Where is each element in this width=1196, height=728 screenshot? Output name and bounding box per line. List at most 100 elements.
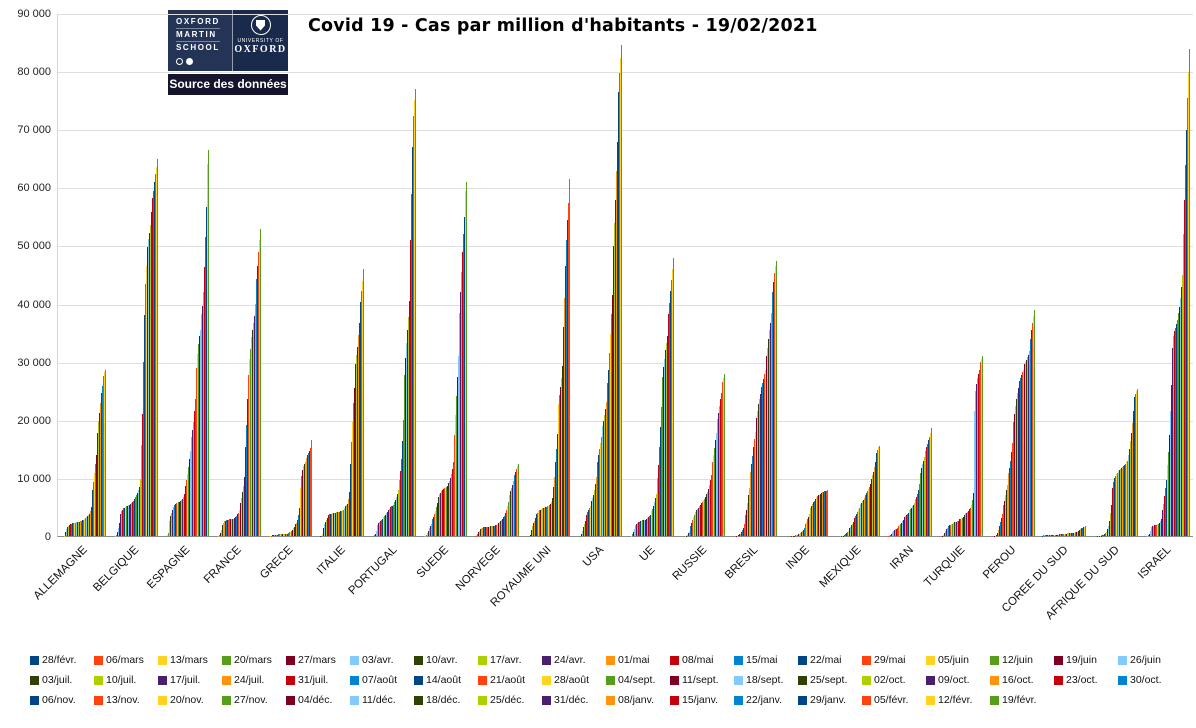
gridline [58,188,1193,190]
legend-item: 12/févr. [926,690,990,710]
bar [872,475,874,536]
bar [598,455,600,536]
bar [797,534,799,536]
legend-item: 18/déc. [414,690,478,710]
bar [1131,422,1133,536]
y-tick-label: 60 000 [17,182,51,195]
bar [854,517,856,536]
x-axis-label-text: GRECE [258,544,296,582]
bar [812,504,813,536]
bar [283,534,285,536]
bar [896,527,898,536]
bar [758,404,759,536]
bar [309,448,311,536]
bar [687,533,689,536]
y-tick-label: 10 000 [17,472,51,485]
bar [955,521,956,536]
bar-group-ue [626,14,678,536]
bar [66,529,68,536]
bar [191,436,193,536]
bar [1000,518,1002,536]
bar [620,57,621,536]
bar [589,505,591,536]
bar [453,450,455,536]
bar [695,511,697,536]
bar [892,531,894,536]
legend-swatch [1118,655,1127,665]
bar [414,89,416,536]
bar [544,507,545,536]
bar [1104,534,1105,536]
logo-text-oxford: OXFORD [176,17,220,26]
bar [436,502,438,536]
bar [387,511,389,536]
legend-item: 25/déc. [478,690,542,710]
bar [1127,458,1129,536]
bar [1076,531,1078,536]
bar [276,534,278,536]
source-data-button[interactable]: Source des données [168,74,288,95]
bar [918,484,920,536]
gridline [58,14,1193,15]
bar [190,443,192,536]
bar [739,534,741,536]
legend-item: 10/juil. [94,670,158,690]
legend-swatch [286,655,295,665]
bar [488,526,490,536]
bar [445,487,446,536]
bar-group-portugal [368,14,420,536]
bar [248,358,250,536]
bar-group-bresil [729,14,781,536]
bar [455,415,457,536]
bar [614,222,616,536]
bar [494,525,495,536]
bar [1047,534,1049,536]
legend-swatch [798,655,807,665]
bar [323,527,325,536]
bar [206,182,208,536]
legend-swatch [542,675,551,685]
bar [1016,392,1018,536]
bar [658,464,660,536]
bar [1025,362,1027,536]
bar [1046,534,1048,536]
bar [962,516,964,536]
bar [204,267,205,536]
bar [897,527,899,536]
bar [952,523,954,536]
bar [978,369,980,536]
legend-item: 09/oct. [926,670,990,690]
bar [297,515,299,536]
logo-text-school: SCHOOL [176,43,220,52]
bar [504,515,506,536]
legend-item: 10/avr. [414,650,478,670]
bar [99,403,101,536]
legend-label: 18/déc. [426,694,461,706]
bar [817,496,819,536]
oxford-martin-school-badge: OXFORD MARTIN SCHOOL [168,10,232,71]
bar [79,521,81,536]
bar [187,466,189,536]
bar [807,519,808,536]
bar-group-afrique-du-sud [1090,14,1142,536]
bar [946,527,948,536]
bar [860,504,862,536]
x-axis-label-text: INDE [784,544,813,572]
bar [496,524,498,536]
bar [827,489,829,536]
bar [714,440,716,536]
bar [508,498,510,536]
bar [582,531,583,536]
legend-item: 04/sept. [606,670,670,690]
bar [551,498,553,536]
bar [907,512,909,536]
bar [914,501,916,536]
bar [800,532,802,536]
bar [326,517,328,536]
bar [668,314,670,536]
bar [750,471,752,536]
bar [867,491,868,536]
bar [407,329,408,536]
bar [510,491,512,536]
